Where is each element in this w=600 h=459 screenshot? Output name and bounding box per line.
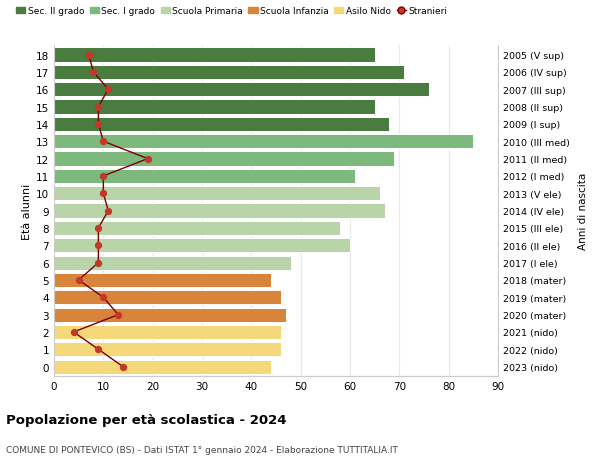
Point bbox=[94, 225, 103, 232]
Bar bbox=[54, 169, 355, 184]
Point bbox=[98, 138, 108, 146]
Bar bbox=[54, 48, 374, 62]
Point bbox=[113, 311, 123, 319]
Bar bbox=[54, 187, 380, 201]
Bar bbox=[54, 273, 271, 287]
Point bbox=[94, 104, 103, 111]
Point bbox=[74, 277, 83, 284]
Point bbox=[103, 207, 113, 215]
Bar bbox=[54, 256, 291, 270]
Point bbox=[84, 52, 94, 59]
Text: COMUNE DI PONTEVICO (BS) - Dati ISTAT 1° gennaio 2024 - Elaborazione TUTTITALIA.: COMUNE DI PONTEVICO (BS) - Dati ISTAT 1°… bbox=[6, 445, 398, 454]
Bar bbox=[54, 360, 271, 374]
Bar bbox=[54, 291, 281, 305]
Y-axis label: Anni di nascita: Anni di nascita bbox=[578, 173, 588, 250]
Bar bbox=[54, 308, 286, 322]
Text: Popolazione per età scolastica - 2024: Popolazione per età scolastica - 2024 bbox=[6, 413, 287, 426]
Legend: Sec. II grado, Sec. I grado, Scuola Primaria, Scuola Infanzia, Asilo Nido, Stran: Sec. II grado, Sec. I grado, Scuola Prim… bbox=[16, 7, 447, 17]
Bar bbox=[54, 342, 281, 357]
Bar bbox=[54, 135, 473, 149]
Bar bbox=[54, 100, 374, 114]
Point bbox=[94, 346, 103, 353]
Point bbox=[98, 173, 108, 180]
Y-axis label: Età alunni: Età alunni bbox=[22, 183, 32, 239]
Bar bbox=[54, 66, 404, 80]
Point bbox=[103, 86, 113, 94]
Point bbox=[94, 259, 103, 267]
Point bbox=[118, 363, 128, 370]
Bar bbox=[54, 221, 340, 235]
Point bbox=[94, 121, 103, 129]
Bar bbox=[54, 152, 394, 166]
Point bbox=[69, 329, 79, 336]
Bar bbox=[54, 325, 281, 339]
Bar bbox=[54, 118, 389, 132]
Point bbox=[98, 190, 108, 197]
Bar bbox=[54, 204, 385, 218]
Point bbox=[89, 69, 98, 76]
Point bbox=[143, 156, 152, 163]
Bar bbox=[54, 83, 429, 97]
Point bbox=[98, 294, 108, 301]
Bar bbox=[54, 239, 350, 253]
Point bbox=[94, 242, 103, 249]
